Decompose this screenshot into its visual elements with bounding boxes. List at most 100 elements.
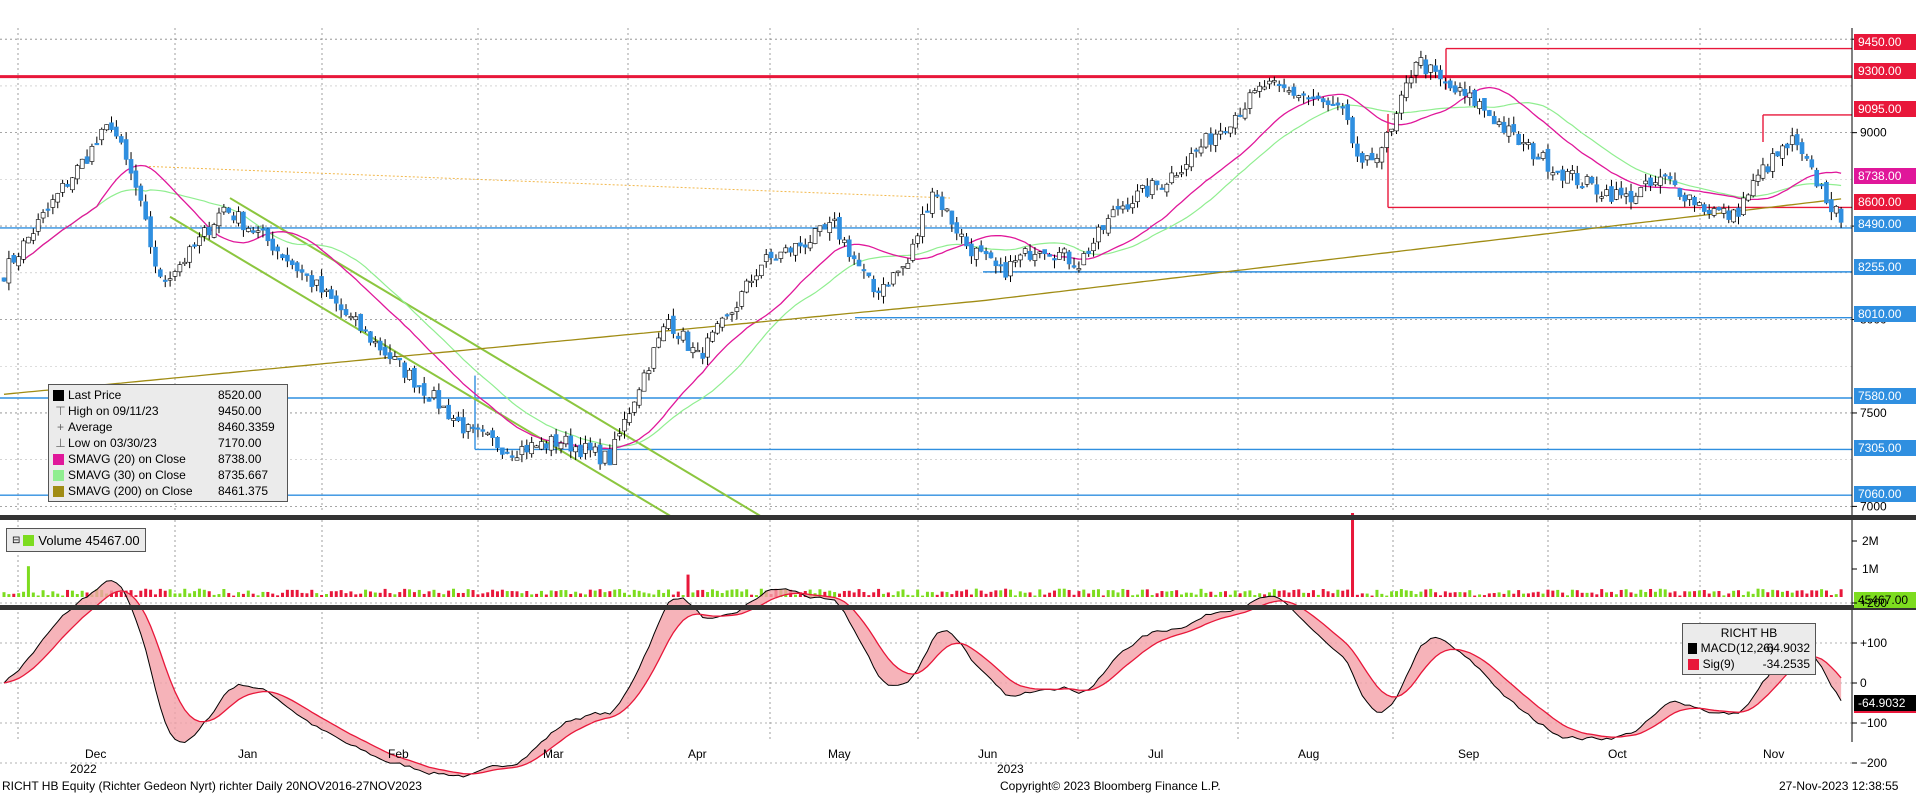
candle-body (1330, 103, 1336, 107)
macd-tick-label: +100 (1860, 636, 1887, 650)
legend-value: 8461.375 (218, 484, 269, 498)
date-tick-label: May (828, 747, 851, 761)
volume-bar (935, 594, 939, 597)
candle-body (1350, 117, 1355, 144)
volume-bar (530, 594, 534, 597)
volume-bar (1644, 592, 1648, 597)
candle-body (710, 331, 715, 342)
candle-body (241, 211, 246, 231)
volume-bar (598, 589, 602, 597)
candle-body (1316, 95, 1321, 99)
volume-bar (256, 595, 260, 597)
candle-body (104, 124, 109, 131)
candle-body (1135, 190, 1140, 203)
volume-bar (696, 590, 700, 597)
candle-body (1565, 171, 1570, 184)
candle-body (1105, 218, 1111, 234)
trendline (169, 215, 671, 517)
volume-bar (1639, 589, 1643, 597)
volume-bar (627, 594, 631, 597)
candle-body (1838, 208, 1844, 223)
volume-bar (1209, 591, 1213, 597)
volume-bar (354, 594, 358, 597)
volume-bar (1223, 591, 1227, 597)
volume-bar (808, 589, 812, 597)
macd-legend[interactable]: RICHT HB MACD(12,26) -64.9032 Sig(9) -34.25… (1682, 623, 1816, 675)
volume-bar (1077, 591, 1081, 597)
volume-bar (842, 591, 846, 597)
volume-bar (1634, 593, 1638, 597)
volume-bar (1013, 595, 1017, 597)
volume-bar (329, 591, 333, 597)
volume-bar (1556, 589, 1560, 597)
candle-body (1623, 193, 1629, 197)
candle-body (1355, 143, 1360, 157)
candle-body (729, 312, 735, 315)
candle-body (529, 442, 534, 455)
volume-bar (1473, 595, 1477, 597)
candle-body (480, 429, 486, 432)
candle-body (1140, 185, 1145, 189)
price-legend[interactable]: Last Price 8520.00 ⊤ High on 09/11/23 9450.0… (48, 384, 288, 502)
candle-body (1267, 80, 1272, 85)
volume-bar (359, 593, 363, 597)
volume-legend[interactable]: ⊟ Volume 45467.00 (6, 528, 146, 552)
macd-tag-label: -64.9032 (1858, 696, 1906, 710)
volume-bar (1204, 592, 1208, 597)
volume-bar (950, 594, 954, 597)
candle-body (1003, 262, 1008, 278)
candle-body (861, 269, 867, 272)
volume-bar (1057, 588, 1061, 597)
candle-body (724, 314, 730, 317)
candle-body (983, 251, 989, 255)
candle-body (734, 307, 740, 312)
candle-body (876, 290, 881, 294)
candle-body (871, 278, 876, 293)
volume-bar (368, 591, 372, 597)
volume-legend-collapse-icon[interactable]: ⊟ (12, 534, 21, 546)
candle-body (99, 128, 105, 141)
candle-body (1086, 250, 1091, 255)
candle-body (182, 261, 188, 265)
candle-body (1477, 101, 1482, 109)
volume-bar (1111, 590, 1115, 597)
candle-body (245, 228, 251, 232)
volume-bar (671, 594, 675, 597)
candle-body (446, 404, 451, 420)
candle-body (886, 284, 891, 287)
footer-timestamp: 27-Nov-2023 12:38:55 (1779, 779, 1899, 793)
volume-bar (642, 592, 646, 597)
candle-body (651, 347, 657, 369)
volume-tick-label: 1M (1862, 562, 1879, 576)
candle-body (949, 210, 955, 225)
legend-row: Last Price 8520.00 (53, 387, 283, 403)
candle-body (602, 450, 608, 464)
candle-body (739, 291, 745, 307)
price-tag-label: 8600.00 (1858, 195, 1902, 209)
volume-bar (754, 595, 758, 597)
candle-body (627, 413, 632, 423)
candle-body (837, 216, 842, 240)
candle-body (197, 236, 202, 246)
candle-body (363, 329, 368, 332)
candle-body (998, 264, 1004, 267)
volume-bar (1414, 594, 1418, 597)
volume-bar (188, 593, 192, 597)
candle-body (1501, 121, 1507, 133)
volume-bar (486, 592, 490, 597)
candle-body (1027, 250, 1033, 260)
volume-bar (1487, 593, 1491, 597)
volume-bar (1067, 589, 1071, 597)
candle-body (788, 247, 793, 253)
volume-bar (1365, 593, 1369, 597)
legend-swatch (53, 453, 64, 465)
volume-bar (613, 589, 617, 597)
candle-body (1159, 187, 1165, 190)
macd-legend-swatch (1688, 642, 1697, 654)
candle-body (280, 254, 285, 259)
candle-body (338, 304, 344, 311)
volume-bar (1438, 595, 1442, 597)
volume-bar (862, 592, 866, 597)
volume-bar (1737, 590, 1741, 597)
candle-body (1242, 108, 1248, 119)
